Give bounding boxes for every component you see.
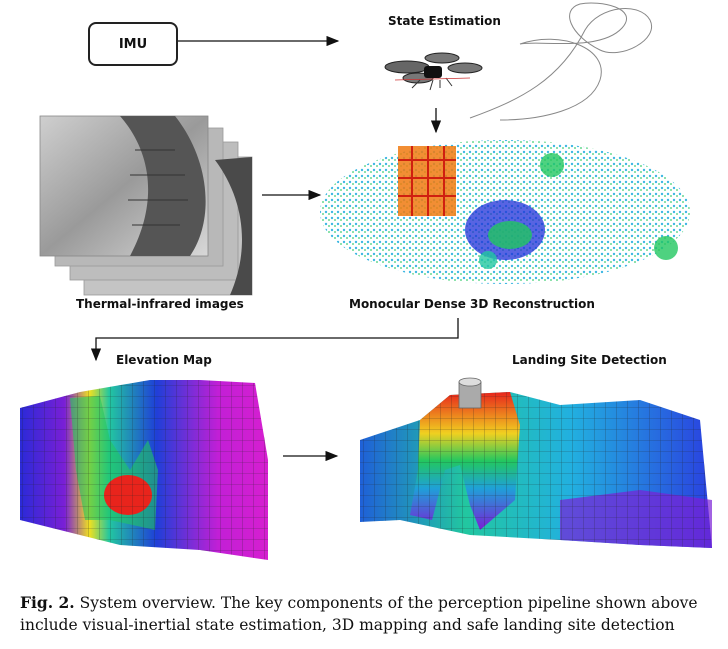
dense-reconstruction — [320, 140, 690, 284]
state-estimation-label: State Estimation — [388, 14, 501, 28]
thermal-images-label: Thermal-infrared images — [76, 297, 244, 311]
figure-caption: Fig. 2. System overview. The key compone… — [20, 592, 710, 636]
elevation-map-mesh — [20, 380, 268, 560]
reconstruction-label: Monocular Dense 3D Reconstruction — [349, 297, 595, 311]
imu-label: IMU — [118, 36, 148, 52]
drone-illustration — [384, 52, 483, 91]
landing-site-mesh — [360, 377, 712, 548]
landing-site-label: Landing Site Detection — [512, 353, 667, 367]
imu-box: IMU — [88, 22, 178, 66]
trajectory-curve — [469, 2, 653, 121]
elevation-map-label: Elevation Map — [116, 353, 212, 367]
caption-label: Fig. 2. — [20, 593, 75, 612]
arrow-reconstruction-to-elevation — [90, 318, 459, 362]
thermal-image-stack — [39, 115, 253, 296]
caption-text: System overview. The key components of t… — [20, 594, 698, 634]
